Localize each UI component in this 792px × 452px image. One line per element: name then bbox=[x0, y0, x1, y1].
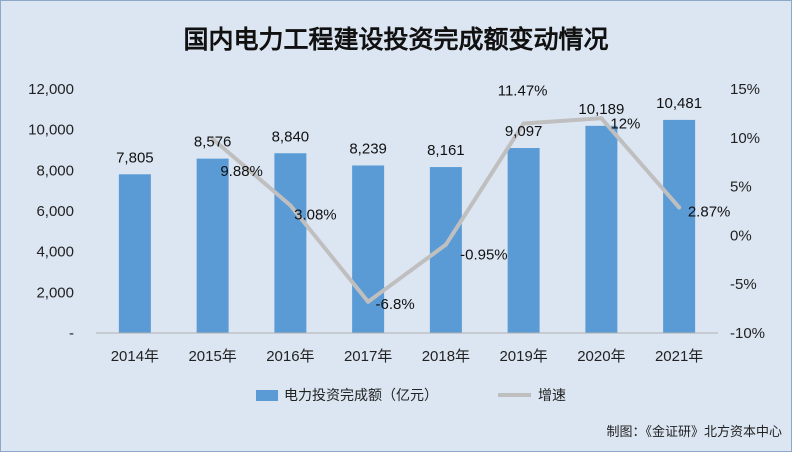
x-tick-7: 2021年 bbox=[655, 348, 703, 365]
bar-3 bbox=[352, 165, 385, 333]
x-tick-5: 2019年 bbox=[499, 348, 547, 365]
x-tick-1: 2015年 bbox=[188, 348, 236, 365]
chart-title: 国内电力工程建设投资完成额变动情况 bbox=[183, 25, 608, 54]
right-tick-5: 15% bbox=[730, 81, 760, 98]
right-tick-3: 5% bbox=[730, 179, 752, 196]
left-tick-4: 8,000 bbox=[36, 162, 74, 179]
bar-data-labels: 7,805 8,576 8,840 8,239 8,161 9,097 10,189 10,4… bbox=[116, 95, 702, 166]
bar-label-5: 9,097 bbox=[505, 123, 543, 140]
x-tick-4: 2018年 bbox=[422, 348, 470, 365]
bar-label-7: 10,481 bbox=[656, 95, 702, 112]
legend-bar-swatch bbox=[256, 390, 278, 401]
bar-label-3: 8,239 bbox=[349, 140, 387, 157]
growth-label-5: 11.47% bbox=[498, 82, 548, 99]
bar-label-4: 8,161 bbox=[427, 142, 465, 159]
right-tick-1: -5% bbox=[730, 276, 757, 293]
bar-label-2: 8,840 bbox=[272, 128, 310, 145]
source-credit: 制图：《金证研》北方资本中心 bbox=[606, 424, 782, 440]
growth-label-2: 3.08% bbox=[294, 206, 337, 223]
bar-0 bbox=[118, 174, 151, 333]
growth-point-4 bbox=[443, 242, 448, 247]
left-tick-5: 10,000 bbox=[28, 122, 74, 139]
left-tick-0: - bbox=[69, 325, 74, 342]
line-data-labels: 9.88% 3.08% -6.8% -0.95% 11.47% 12% 2.87% bbox=[220, 82, 730, 312]
x-tick-6: 2020年 bbox=[577, 348, 625, 365]
x-tick-2: 2016年 bbox=[266, 348, 314, 365]
legend-line-label: 增速 bbox=[538, 388, 566, 404]
growth-label-6: 12% bbox=[610, 115, 640, 132]
bar-2 bbox=[274, 153, 307, 333]
bar-7 bbox=[663, 119, 696, 334]
left-axis: - 2,000 4,000 6,000 8,000 10,000 12,000 bbox=[28, 81, 74, 342]
x-tick-3: 2017年 bbox=[344, 348, 392, 365]
right-tick-2: 0% bbox=[730, 227, 752, 244]
growth-label-1: 9.88% bbox=[220, 163, 263, 180]
bar-6 bbox=[585, 125, 618, 333]
growth-point-1 bbox=[210, 136, 215, 141]
growth-point-6 bbox=[599, 116, 604, 121]
left-tick-1: 2,000 bbox=[36, 284, 74, 301]
right-axis: -10% -5% 0% 5% 10% 15% bbox=[730, 81, 765, 342]
growth-label-7: 2.87% bbox=[688, 203, 731, 220]
right-tick-0: -10% bbox=[730, 325, 765, 342]
line-series bbox=[210, 116, 682, 304]
growth-point-7 bbox=[677, 205, 682, 210]
growth-point-5 bbox=[521, 121, 526, 126]
bar-1 bbox=[196, 158, 229, 333]
legend-bar-label: 电力投资完成额（亿元） bbox=[284, 388, 438, 404]
x-tick-0: 2014年 bbox=[111, 348, 159, 365]
legend: 电力投资完成额（亿元） 增速 bbox=[256, 388, 566, 404]
left-tick-6: 12,000 bbox=[28, 81, 74, 98]
growth-label-3: -6.8% bbox=[376, 296, 415, 313]
bar-label-1: 8,576 bbox=[194, 134, 232, 151]
growth-point-2 bbox=[288, 203, 293, 208]
bar-label-0: 7,805 bbox=[116, 149, 154, 166]
bar-label-6: 10,189 bbox=[578, 101, 624, 118]
bar-5 bbox=[507, 148, 540, 333]
right-tick-4: 10% bbox=[730, 130, 760, 147]
x-axis: 2014年 2015年 2016年 2017年 2018年 2019年 2020年 2021年 bbox=[96, 332, 718, 365]
left-tick-3: 6,000 bbox=[36, 203, 74, 220]
bar-4 bbox=[429, 167, 462, 333]
growth-point-3 bbox=[366, 299, 371, 304]
left-tick-2: 4,000 bbox=[36, 244, 74, 261]
growth-label-4: -0.95% bbox=[460, 247, 508, 264]
